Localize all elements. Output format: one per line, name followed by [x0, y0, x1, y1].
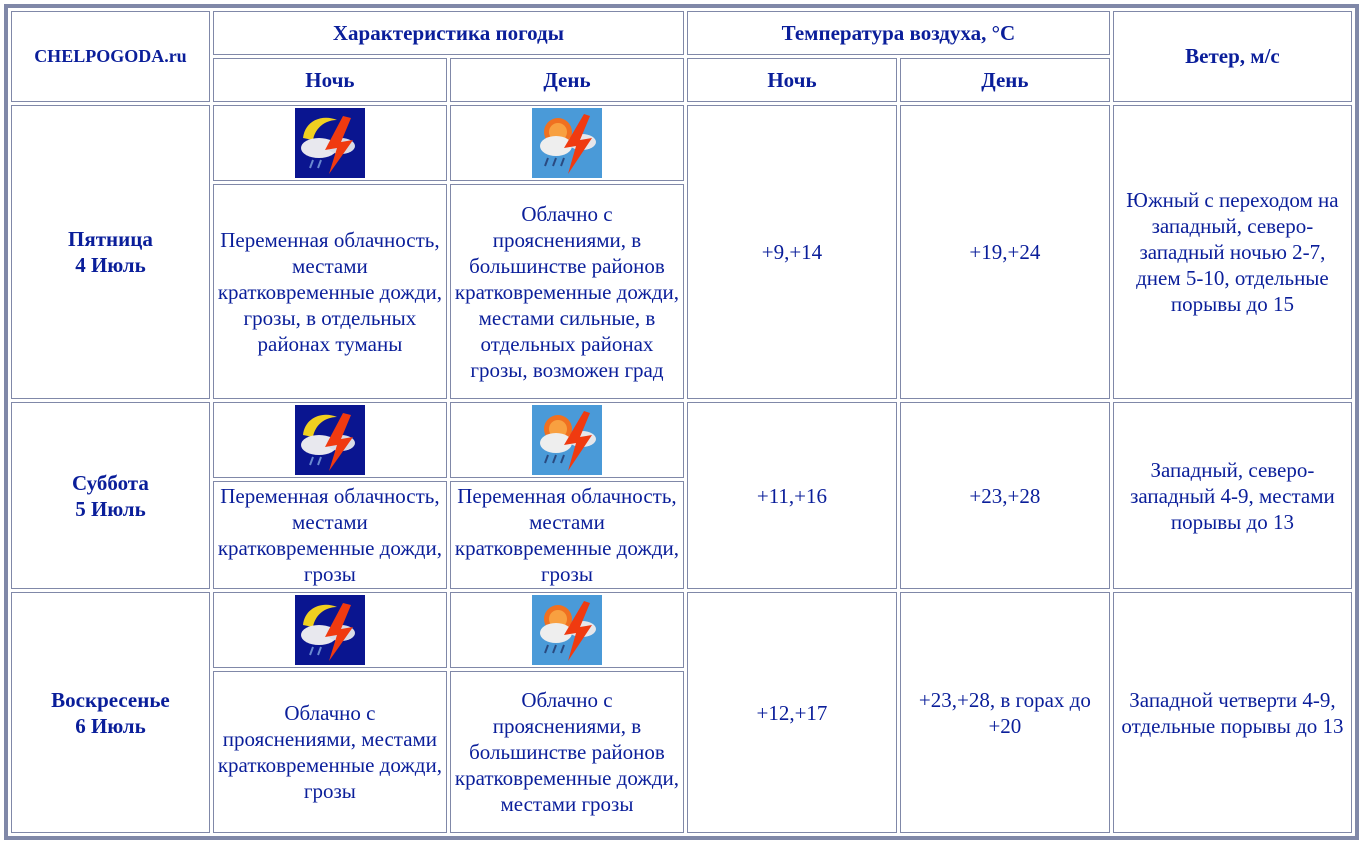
wind-desc: Южный с переходом на западный, северо-за… — [1112, 105, 1352, 399]
date: 4 Июль — [75, 253, 146, 277]
night-desc: Переменная облачность, местами кратковре… — [212, 184, 447, 399]
night-thunderstorm-icon — [295, 595, 365, 665]
day-desc: Переменная облачность, местами кратковре… — [449, 481, 684, 589]
weekday: Воскресенье — [51, 687, 170, 712]
weekday: Суббота — [72, 470, 149, 495]
date: 5 Июль — [75, 496, 146, 521]
temp-night: +11,+16 — [686, 402, 897, 589]
weather-forecast-table: CHELPOGODA.ru Характеристика погоды Темп… — [4, 4, 1359, 840]
night-desc: Переменная облачность, местами кратковре… — [212, 481, 447, 589]
weather-night-header: Ночь — [212, 58, 447, 102]
wind-desc: Западный, северо-западный 4-9, местами п… — [1112, 402, 1352, 589]
night-desc: Облачно с прояснениями, местами кратковр… — [212, 671, 447, 833]
night-thunderstorm-icon — [295, 108, 365, 178]
date: 6 Июль — [75, 713, 146, 738]
night-thunderstorm-icon — [295, 405, 365, 475]
weekday: Пятница — [68, 227, 153, 251]
day-desc: Облачно с прояснениями, в большинстве ра… — [449, 671, 684, 833]
temp-day-header: День — [899, 58, 1110, 102]
temp-night-header: Ночь — [686, 58, 897, 102]
temp-day: +23,+28, в горах до +20 — [899, 592, 1110, 833]
temp-day: +23,+28 — [899, 402, 1110, 589]
temp-night: +12,+17 — [686, 592, 897, 833]
date-cell: Суббота 5 Июль — [11, 402, 210, 589]
weather-char-header: Характеристика погоды — [212, 11, 684, 55]
site-name: CHELPOGODA.ru — [11, 11, 210, 102]
date-cell: Пятница 4 Июль — [11, 105, 210, 399]
day-thunderstorm-icon — [532, 108, 602, 178]
day-desc: Облачно с прояснениями, в большинстве ра… — [449, 184, 684, 399]
wind-desc: Западной четверти 4-9, отдельные порывы … — [1112, 592, 1352, 833]
temp-night: +9,+14 — [686, 105, 897, 399]
weather-day-header: День — [449, 58, 684, 102]
day-thunderstorm-icon — [532, 595, 602, 665]
wind-header: Ветер, м/с — [1112, 11, 1352, 102]
air-temp-header: Температура воздуха, °C — [686, 11, 1110, 55]
day-thunderstorm-icon — [532, 405, 602, 475]
temp-day: +19,+24 — [899, 105, 1110, 399]
date-cell: Воскресенье 6 Июль — [11, 592, 210, 833]
